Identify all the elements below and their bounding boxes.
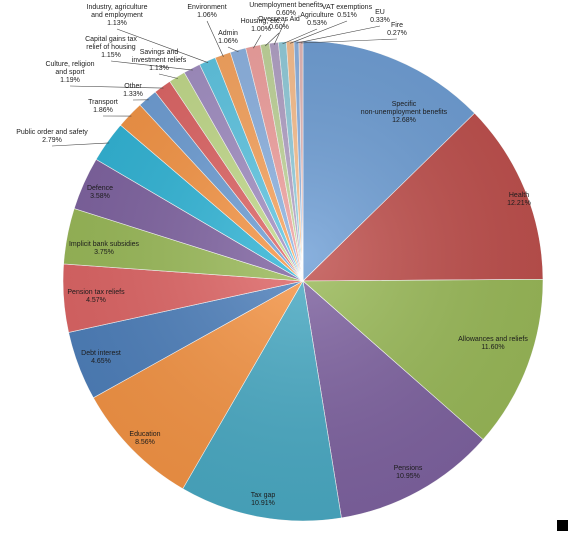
- slice-label-defence: Defence 3.58%: [87, 185, 113, 200]
- slice-label-health: Health 12.21%: [507, 192, 531, 207]
- leader-line-eu: [296, 25, 381, 44]
- leader-line-industry-agriculture-and-employment: [116, 28, 209, 63]
- slice-label-culture-religion-and-sport: Culture, religion and sport 1.19%: [45, 61, 94, 84]
- slice-label-fire: Fire 0.27%: [387, 22, 407, 37]
- slice-label-tax-gap: Tax gap 10.91%: [251, 492, 276, 507]
- slice-label-vat-exemptions: VAT exemptions 0.51%: [322, 4, 373, 19]
- leader-line-agriculture: [282, 28, 318, 45]
- leader-line-unemployment-benefits: [273, 18, 287, 45]
- slice-label-environment: Environment 1.06%: [187, 4, 226, 19]
- slice-label-transport: Transport 1.86%: [88, 99, 118, 114]
- leader-line-fire: [300, 38, 398, 44]
- slice-label-savings-and-investment-reliefs: Savings and investment reliefs 1.13%: [132, 49, 187, 72]
- leader-line-capital-gains-tax-relief-of-housing: [110, 60, 193, 71]
- slice-label-housing-etc: Housing, etc. 1.00%: [241, 18, 282, 33]
- slice-label-specific-non-unemployment-benefits: Specific non-unemployment benefits 12.68%: [361, 101, 448, 124]
- slice-label-industry-agriculture-and-employment: Industry, agriculture and employment 1.13%: [87, 4, 148, 27]
- slice-label-implicit-bank-subsidies: Implicit bank subsidies 3.75%: [69, 241, 140, 256]
- leader-lines: [51, 18, 398, 147]
- slice-label-unemployment-benefits: Unemployment benefits 0.60%: [249, 2, 323, 17]
- leader-line-housing-etc: [253, 34, 262, 49]
- slice-label-allowances-and-reliefs: Allowances and reliefs 11.60%: [458, 336, 528, 351]
- slice-label-agriculture: Agriculture 0.53%: [300, 12, 334, 27]
- slice-label-other: Other 1.33%: [123, 83, 143, 98]
- slice-label-admin: Admin 1.06%: [218, 30, 238, 45]
- slice-label-pension-tax-reliefs: Pension tax reliefs 4.57%: [67, 289, 125, 304]
- leader-line-savings-and-investment-reliefs: [158, 73, 178, 79]
- slice-label-capital-gains-tax-relief-of-housing: Capital gains tax relief of housing 1.15%: [85, 36, 137, 59]
- slice-label-overseas-aid: Overseas Aid 0.60%: [258, 16, 300, 31]
- slice-label-debt-interest: Debt interest 4.65%: [81, 350, 121, 365]
- pie-slices: [62, 40, 544, 522]
- slice-label-eu: EU 0.33%: [370, 9, 390, 24]
- leader-line-public-order-and-safety: [51, 142, 110, 147]
- leader-line-vat-exemptions: [290, 20, 348, 44]
- leader-line-admin: [227, 46, 239, 53]
- slice-label-public-order-and-safety: Public order and safety 2.79%: [16, 129, 88, 144]
- slice-label-pensions: Pensions 10.95%: [394, 465, 423, 480]
- slice-labels: Specific non-unemployment benefits 12.68% H…: [16, 2, 531, 507]
- leader-line-culture-religion-and-sport: [69, 85, 164, 89]
- slice-label-education: Education 8.56%: [129, 431, 160, 446]
- leader-line-environment: [206, 20, 224, 57]
- leader-line-overseas-aid: [264, 32, 280, 47]
- corner-square: [557, 520, 568, 531]
